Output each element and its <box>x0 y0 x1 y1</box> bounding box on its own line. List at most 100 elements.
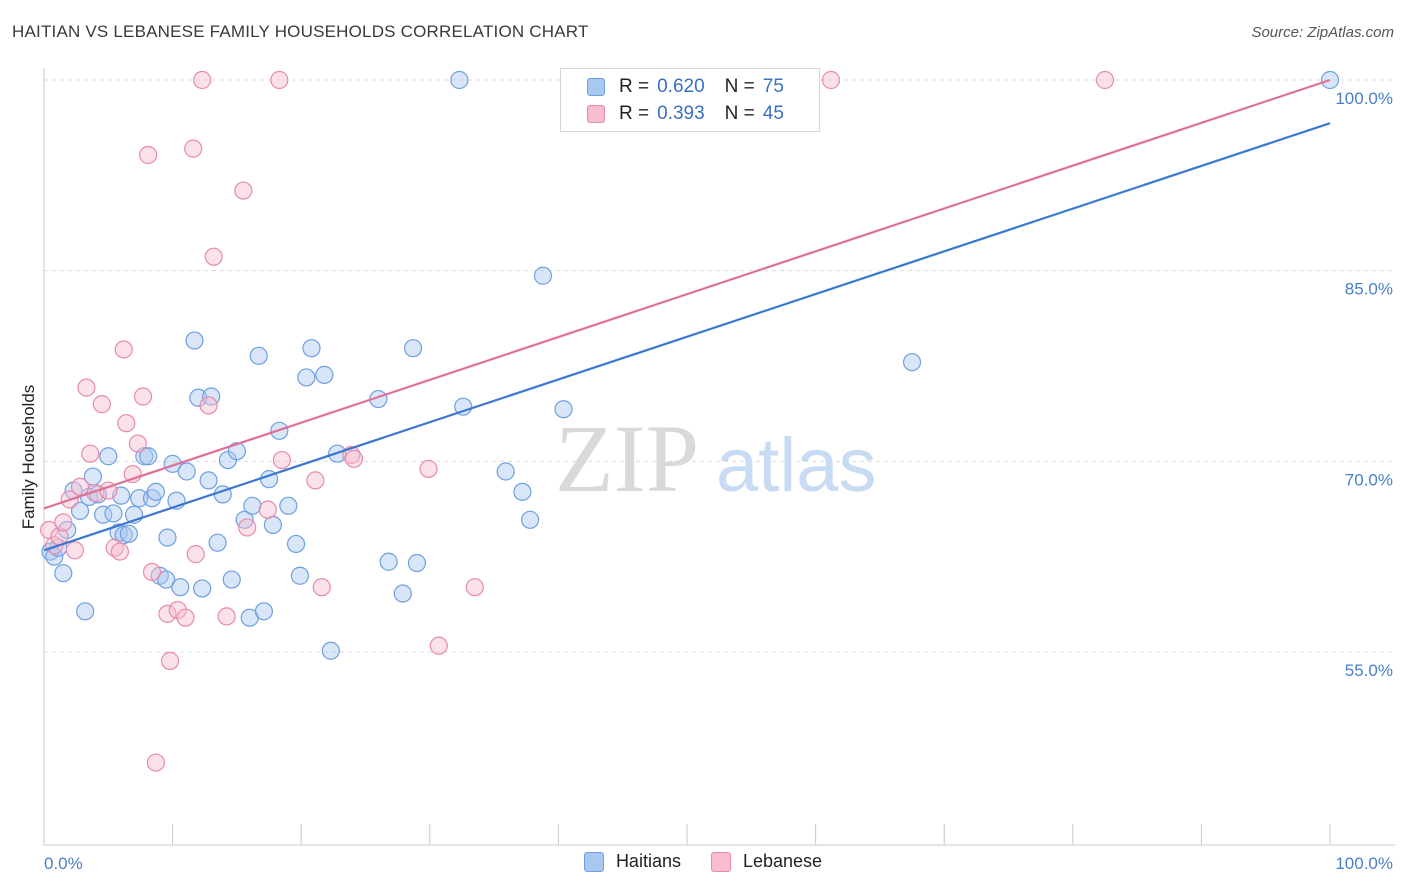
y-tick-label: 85.0% <box>1345 280 1393 299</box>
n-label: N = <box>724 76 755 97</box>
data-point <box>204 247 223 266</box>
data-point <box>130 489 149 508</box>
chart-source: Source: ZipAtlas.com <box>1251 24 1394 41</box>
chart-title: HAITIAN VS LEBANESE FAMILY HOUSEHOLDS CO… <box>12 22 589 41</box>
y-axis-label: Family Households <box>19 385 38 530</box>
lebanese-swatch <box>710 851 731 872</box>
data-point <box>454 397 473 416</box>
data-point <box>312 578 331 597</box>
data-point <box>258 500 277 519</box>
data-point <box>99 447 118 466</box>
data-point <box>496 462 515 481</box>
data-point <box>110 542 129 561</box>
data-point <box>208 533 227 552</box>
trend-line-haitians <box>43 122 1331 552</box>
data-point <box>142 562 162 582</box>
data-point <box>465 578 484 597</box>
data-point <box>186 545 205 564</box>
legend-item-lebanese[interactable]: Lebanese <box>710 851 823 872</box>
data-point <box>234 181 253 200</box>
data-point <box>302 339 321 358</box>
legend-label: Lebanese <box>742 851 823 871</box>
data-point <box>168 600 187 620</box>
data-point <box>185 331 204 350</box>
legend-label: Haitians <box>615 851 681 871</box>
legend-row-haitians: R = 0.620 N = 75 <box>587 74 784 100</box>
data-point <box>128 434 147 453</box>
data-point <box>521 510 540 529</box>
series-lebanese <box>40 70 1115 772</box>
data-point <box>238 518 257 537</box>
data-point <box>146 482 165 501</box>
data-point <box>139 447 158 466</box>
data-point <box>158 528 177 547</box>
data-point <box>272 450 292 470</box>
data-point <box>189 388 208 407</box>
data-point <box>117 414 136 433</box>
data-point <box>286 534 306 554</box>
data-point <box>133 387 153 406</box>
watermark-zip: ZIP <box>555 405 699 512</box>
data-point <box>902 353 922 372</box>
data-point <box>119 524 138 543</box>
y-tick-label: 100.0% <box>1335 89 1393 108</box>
data-point <box>821 70 841 90</box>
tick-labels: 55.0% 70.0% 85.0% 100.0% 0.0% 100.0% <box>44 89 1393 873</box>
data-point <box>157 570 176 589</box>
data-point <box>70 501 90 521</box>
r-value: 0.393 <box>657 103 705 124</box>
data-point <box>290 566 310 585</box>
data-point <box>554 400 573 419</box>
trend-lines <box>43 78 1331 552</box>
data-point <box>344 449 364 468</box>
data-point <box>1095 70 1115 90</box>
data-point <box>243 496 262 515</box>
data-point <box>450 70 469 90</box>
data-point <box>249 346 268 365</box>
data-point <box>407 553 427 573</box>
data-point <box>379 552 398 571</box>
data-point <box>77 378 96 397</box>
n-label: N = <box>724 103 755 124</box>
data-point <box>315 365 334 384</box>
trend-line-lebanese <box>43 78 1331 510</box>
data-point <box>403 339 423 358</box>
data-points <box>40 70 1340 772</box>
series-legend: Haitians Lebanese <box>0 851 1406 872</box>
data-point <box>81 444 100 463</box>
y-tick-label: 70.0% <box>1345 470 1393 489</box>
data-point <box>160 651 180 670</box>
data-point <box>177 462 196 481</box>
data-point <box>222 570 241 589</box>
y-tick-label: 55.0% <box>1345 661 1393 680</box>
data-point <box>306 471 325 490</box>
data-point <box>114 340 133 359</box>
data-point <box>65 541 84 560</box>
data-point <box>70 477 90 496</box>
data-point <box>171 578 190 597</box>
data-point <box>254 602 274 621</box>
data-point <box>146 753 165 772</box>
data-point <box>263 515 283 534</box>
data-point <box>279 496 298 515</box>
data-point <box>92 395 111 414</box>
data-point <box>533 266 553 285</box>
haitians-swatch <box>583 851 604 872</box>
data-point <box>419 459 438 479</box>
data-point <box>227 442 246 461</box>
watermark-atlas: atlas <box>716 423 877 508</box>
lebanese-swatch <box>587 105 605 123</box>
data-point <box>297 368 316 387</box>
data-point <box>163 454 182 473</box>
data-point <box>158 604 177 623</box>
data-point <box>104 504 123 523</box>
r-value: 0.620 <box>657 76 705 97</box>
haitians-swatch <box>587 78 605 96</box>
series-haitians <box>41 70 1340 660</box>
stats-legend: R = 0.620 N = 75 R = 0.393 N = 45 <box>560 68 820 132</box>
data-point <box>270 70 289 90</box>
data-point <box>217 607 236 626</box>
legend-item-haitians[interactable]: Haitians <box>583 851 681 872</box>
data-point <box>176 608 195 627</box>
